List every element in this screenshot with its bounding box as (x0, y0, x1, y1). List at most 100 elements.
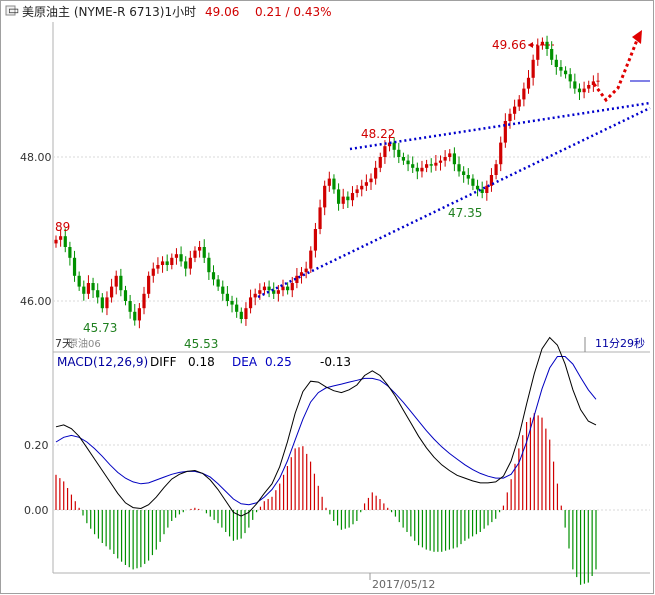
candle-body (462, 171, 466, 175)
candle-body (568, 74, 572, 82)
candle-body (276, 290, 280, 294)
candle-body (443, 157, 447, 161)
forecast-arrow-path (592, 39, 639, 103)
candle-body (332, 178, 336, 190)
candle-body (179, 254, 183, 262)
candle-body (554, 59, 558, 67)
candle-body (82, 286, 86, 294)
candle-body (202, 247, 206, 258)
collapse-icon[interactable] (5, 5, 16, 16)
candle-body (54, 239, 58, 244)
dea-line (55, 356, 597, 506)
bar-countdown: 11分29秒 (595, 336, 645, 350)
candle-body (577, 88, 582, 93)
candle-body (415, 167, 419, 172)
candle-body (96, 290, 100, 298)
candle-body (295, 275, 299, 283)
dea-value: 0.25 (265, 355, 292, 369)
candle-body (170, 257, 174, 265)
candle-body (286, 286, 290, 291)
candle-body (156, 265, 160, 269)
peak-label: 49.66 (492, 38, 526, 52)
diff-label: DIFF (150, 355, 177, 369)
candle-body (100, 297, 104, 309)
candle-body (475, 185, 480, 190)
candle-body (244, 308, 248, 319)
candle-body (596, 80, 600, 82)
candle-body (550, 49, 554, 60)
candle-body (235, 304, 239, 312)
candle-body (239, 311, 243, 319)
left-edge-label: 7天 (55, 337, 73, 350)
candle-body (438, 160, 443, 163)
candle-body (346, 196, 350, 201)
candle-body (216, 279, 220, 287)
candle-body (253, 293, 257, 298)
candle-body (429, 164, 433, 166)
candle-body (582, 88, 586, 93)
diff-value: 0.18 (188, 355, 215, 369)
candle-body (318, 207, 322, 229)
candle-body (68, 247, 72, 258)
candle-body (309, 250, 313, 269)
macd-value: -0.13 (320, 355, 351, 369)
macd-tick-020: 0.20 (24, 439, 49, 452)
candle-body (184, 261, 188, 269)
candlestick-series (54, 35, 600, 329)
candle-body (573, 81, 577, 89)
candle-body (360, 185, 364, 190)
candle-body (109, 286, 114, 298)
candle-body (420, 167, 424, 172)
mid-low-label: 47.35 (448, 206, 482, 220)
candle-body (290, 283, 294, 291)
candle-body (198, 247, 202, 251)
candle-body (531, 59, 535, 78)
candle-body (160, 261, 165, 265)
candle-body (262, 286, 267, 291)
low-label-1: 45.73 (83, 321, 117, 335)
candle-body (350, 193, 355, 201)
candle-body (86, 283, 91, 294)
candle-body (230, 301, 234, 305)
mid-high-label: 48.22 (361, 127, 395, 141)
candle-body (411, 164, 415, 168)
candle-body (258, 290, 262, 294)
candle-body (503, 121, 507, 143)
candle-body (248, 297, 253, 309)
candle-body (304, 268, 308, 273)
candle-body (517, 99, 521, 107)
last-price: 49.06 (205, 5, 239, 19)
price-tick-46: 46.00 (20, 295, 52, 308)
candle-body (471, 178, 475, 186)
candle-body (341, 196, 345, 204)
candle-body (563, 70, 568, 75)
candle-body (211, 272, 216, 280)
macd-histogram (55, 413, 597, 585)
sub-symbol-label: 原油06 (68, 337, 101, 350)
candle-body (513, 106, 517, 114)
candle-body (526, 77, 531, 89)
candle-body (387, 142, 392, 147)
candle-body (151, 268, 155, 276)
candle-body (63, 236, 67, 247)
candle-body (147, 275, 151, 294)
peak-marker-arrow-icon (528, 42, 533, 48)
candle-body (123, 290, 128, 301)
candle-body (299, 272, 304, 276)
candle-body (355, 189, 359, 193)
candle-body (281, 286, 285, 291)
candle-body (480, 189, 484, 193)
candle-body (591, 81, 595, 85)
candle-body (448, 153, 452, 157)
candle-body (522, 88, 526, 100)
candle-body (494, 164, 498, 175)
candle-body (267, 286, 271, 291)
candle-body (374, 167, 378, 179)
upper-trendline (349, 101, 651, 151)
candle-body (424, 164, 429, 168)
candle-body (174, 254, 179, 258)
price-change: 0.21 / 0.43% (255, 5, 332, 19)
